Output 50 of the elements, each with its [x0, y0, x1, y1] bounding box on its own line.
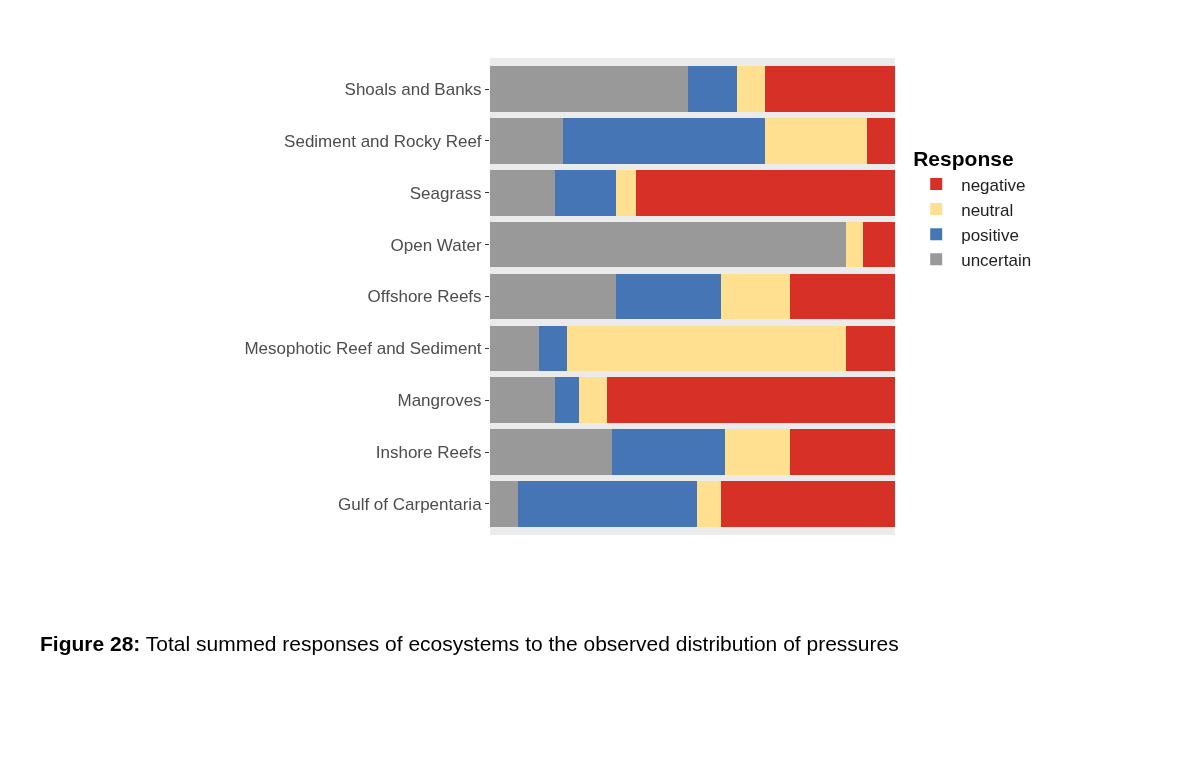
bar	[789, 429, 895, 475]
bar	[866, 118, 895, 164]
y-tick-label: Shoals and Banks	[344, 80, 482, 100]
y-tick-label: Offshore Reefs	[367, 287, 482, 307]
bar	[789, 273, 895, 320]
bar	[490, 325, 539, 372]
bar	[720, 273, 790, 320]
bar	[846, 325, 895, 372]
y-tick-label: Mangroves	[397, 391, 482, 411]
legend-title: Response	[913, 147, 1014, 171]
bar	[611, 429, 725, 475]
bar	[490, 377, 555, 424]
y-tick-label: Gulf of Carpentaria	[337, 494, 483, 514]
bar	[862, 221, 895, 268]
bar	[615, 273, 721, 320]
legend-label: negative	[961, 175, 1026, 195]
bar	[490, 221, 847, 268]
y-tick-label: Inshore Reefs	[375, 442, 482, 462]
bar	[765, 66, 895, 112]
bar	[490, 273, 616, 320]
bar	[566, 325, 847, 372]
y-tick-label: Seagrass	[409, 183, 482, 203]
caption: Figure 28: Total summed responses of ecosystems to the observed distribution of pressures	[40, 632, 899, 655]
y-tick-label: Open Water	[390, 235, 482, 255]
bar	[765, 118, 867, 164]
bar	[554, 169, 616, 216]
bar	[490, 66, 689, 112]
bar	[720, 481, 895, 527]
bar	[538, 325, 567, 372]
y-tick-label: Mesophotic Reef and Sediment	[244, 339, 482, 359]
bar	[696, 481, 721, 527]
bar	[579, 377, 608, 424]
bar	[490, 169, 555, 216]
legend-label: positive	[961, 225, 1019, 245]
bar	[846, 221, 863, 268]
bar	[615, 169, 636, 216]
bar	[518, 481, 697, 527]
bar	[724, 429, 790, 475]
bar	[607, 377, 895, 424]
bar	[554, 377, 580, 424]
bar	[562, 118, 766, 164]
legend-label: neutral	[961, 200, 1014, 220]
bar	[490, 481, 519, 527]
legend-label: uncertain	[961, 250, 1032, 270]
y-tick-label: Sediment and Rocky Reef	[284, 131, 482, 151]
bar	[490, 429, 612, 475]
bar	[737, 66, 766, 112]
bar	[635, 169, 895, 216]
bar	[490, 118, 563, 164]
bar	[688, 66, 738, 112]
